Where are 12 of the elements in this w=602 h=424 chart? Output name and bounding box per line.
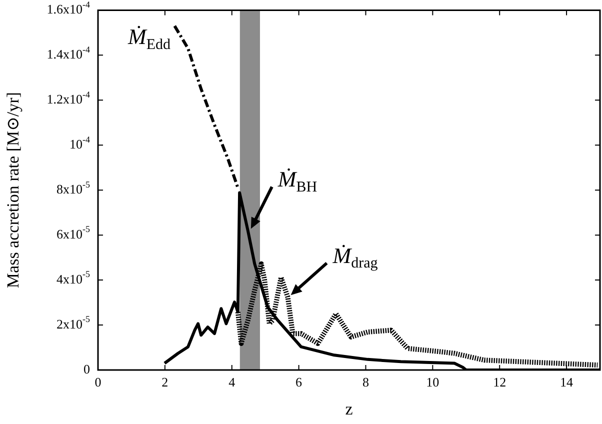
x-tick-label: 10: [426, 374, 440, 390]
x-tick-label: 8: [362, 374, 369, 390]
y-tick-label: 0: [84, 361, 90, 376]
x-axis-title: z: [345, 399, 354, 418]
x-tick-label: 12: [493, 374, 506, 390]
line-series: [173, 24, 240, 190]
y-axis-title: Mass accretion rate [M⊙/yr]: [4, 92, 23, 288]
x-tick-label: 14: [560, 374, 574, 390]
x-tick-label: 6: [296, 374, 303, 390]
x-tick-label: 0: [94, 374, 102, 390]
x-tick-label: 2: [162, 374, 168, 390]
x-tick-label: 4: [228, 374, 236, 390]
